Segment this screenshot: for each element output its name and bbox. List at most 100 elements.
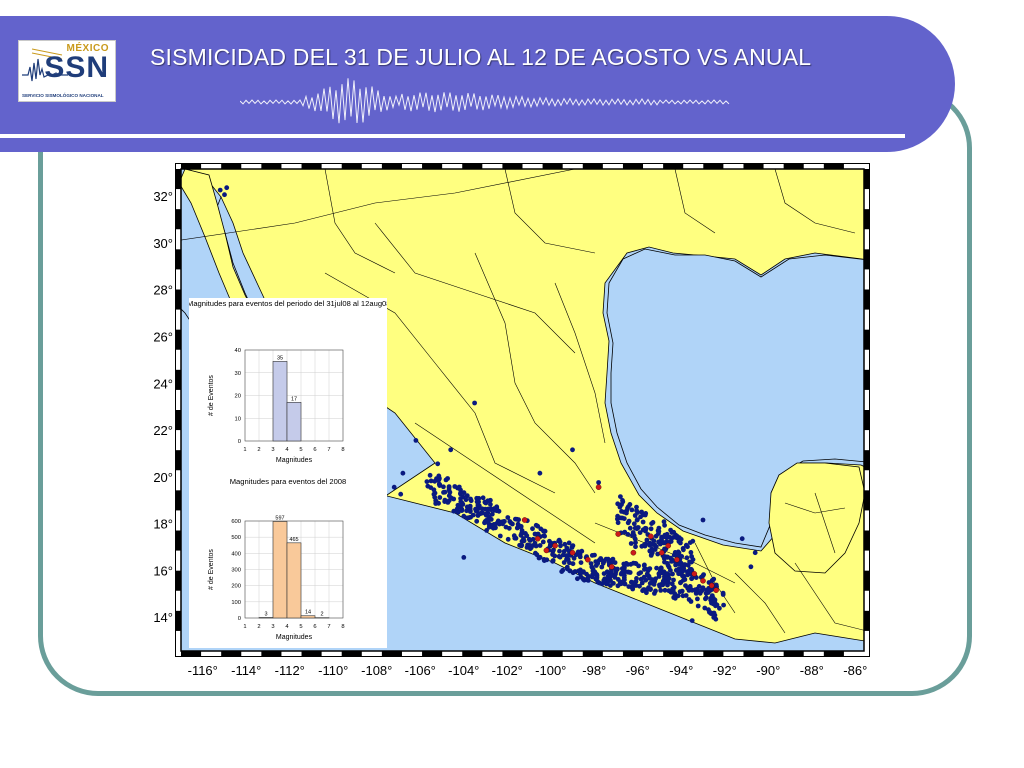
event-dot [474,499,480,505]
event-dot [532,531,538,537]
event-dot [673,534,679,540]
event-dot [577,554,583,560]
event-dot [640,527,646,533]
event-dot [634,508,639,514]
event-dot [641,542,647,548]
magnitude-histograms: Magnitudes para eventos del periodo del … [187,299,391,641]
bar-value-label: 2 [320,612,323,618]
latitude-label: 32° [153,189,173,204]
logo-acronym: SSN [44,51,109,84]
event-dot [458,499,464,505]
event-dot [675,549,681,555]
bar-value-label: 3 [264,612,267,618]
event-dot [638,514,643,520]
bar-value-label: 35 [277,355,283,361]
event-dot [641,563,647,568]
event-dot [488,502,493,507]
period-event-dot [615,531,622,537]
event-dot [651,538,657,544]
event-dot [638,576,644,582]
event-dot [436,500,441,506]
event-dot [673,567,679,573]
latitude-label: 24° [153,376,173,391]
banner-divider [0,134,905,138]
event-dot [681,547,686,553]
histogram-title: Magnitudes para eventos del 2008 [230,477,347,486]
event-dot [458,504,463,509]
event-dot [618,494,623,499]
event-dot [480,495,486,501]
y-tick-label: 100 [231,600,241,606]
event-dot [593,576,599,582]
event-dot [542,533,547,539]
x-tick-label: 4 [285,447,289,453]
event-dot [519,538,525,544]
event-dot [642,567,647,572]
event-dot [631,521,637,527]
bar-value-label: 465 [289,537,298,543]
event-dot [535,523,541,529]
bar-value-label: 597 [275,515,284,521]
histogram-bar [272,361,288,442]
event-dot [688,550,694,555]
event-dot [489,511,495,517]
x-tick-label: 7 [327,624,330,630]
event-dot [631,532,637,538]
x-tick-label: 8 [341,447,344,453]
latitude-label: 16° [153,563,173,578]
event-dot [649,521,654,526]
page-title: SISMICIDAD DEL 31 DE JULIO AL 12 DE AGOS… [150,44,812,70]
event-dot [485,518,491,524]
event-dot [687,559,692,565]
event-dot [560,567,566,573]
y-tick-label: 600 [231,519,241,525]
title-banner [0,16,955,152]
event-dot [682,577,688,582]
period-event-dot [691,570,698,577]
event-dot [663,574,669,580]
x-axis-label: Magnitudes [276,634,313,641]
event-dot [456,484,462,490]
event-dot [748,564,754,570]
event-dot [557,548,562,554]
event-dot [653,588,658,594]
event-dot [571,555,577,561]
earthquake-events [217,185,758,623]
event-dot [689,554,694,559]
event-dot [700,573,706,579]
event-dot [619,502,624,507]
event-dot [564,564,570,570]
event-dot [717,605,722,611]
event-dot [637,583,642,589]
logo-name: SERVICIO SISMOLÓGICO NACIONAL [22,93,104,98]
latitude-label: 28° [153,283,173,298]
event-dot [695,603,701,609]
event-dot [508,520,514,526]
longitude-label: -110° [318,663,348,678]
event-dot [497,533,503,539]
logo-country: MÉXICO [66,43,109,54]
event-dot [601,578,607,583]
event-dot [464,504,470,510]
yucatan-peninsula [768,462,864,574]
event-dot [605,573,611,579]
event-dot [685,569,690,574]
y-tick-label: 20 [235,394,241,400]
event-dot [488,523,494,529]
event-dot [537,543,543,548]
event-dot [626,504,631,509]
event-dot [550,552,555,557]
event-dot [585,576,590,582]
event-dot [654,565,659,571]
event-dot [514,516,520,522]
event-dot [619,509,624,514]
period-event-dot [647,533,654,540]
event-dot [613,569,619,574]
event-dot [700,517,706,523]
event-dot [621,561,627,567]
x-tick-label: 1 [243,447,246,453]
event-dot [633,540,638,545]
x-tick-label: 5 [299,447,302,453]
event-dot [670,586,675,592]
event-dot [611,580,616,586]
